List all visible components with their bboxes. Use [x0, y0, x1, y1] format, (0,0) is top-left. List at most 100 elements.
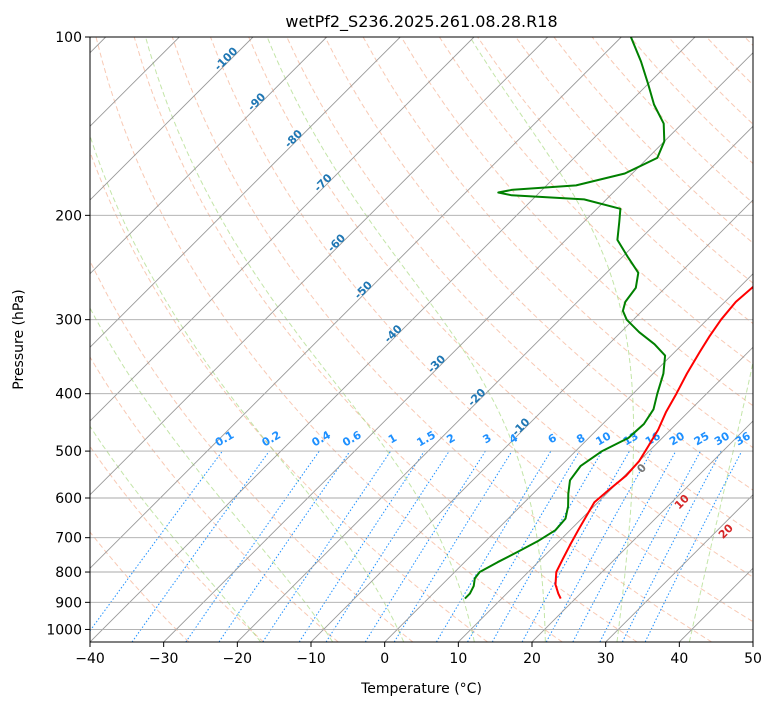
y-tick-label: 200 [55, 208, 82, 224]
isotherm-line [531, 420, 753, 642]
x-tick-label: 40 [670, 651, 688, 667]
temperature-profile [554, 285, 753, 600]
x-axis-label: Temperature (°C) [360, 681, 482, 697]
isotherm-line [605, 494, 753, 642]
background-lines [90, 37, 753, 642]
dry-adiabat [90, 356, 339, 642]
mixing-ratio-line [185, 450, 320, 642]
x-tick-label: 10 [449, 651, 467, 667]
mixing-ratio-label: 0.6 [340, 428, 364, 449]
moist-adiabat [688, 360, 753, 642]
isotherm-line [90, 37, 696, 642]
mixing-ratio-label: 2 [444, 431, 457, 446]
x-tick-label: −40 [75, 651, 105, 667]
dry-adiabat [248, 37, 753, 578]
y-tick-label: 800 [55, 565, 82, 581]
dry-adiabat [90, 150, 488, 642]
y-tick-label: 300 [55, 313, 82, 329]
dry-adiabat [744, 37, 753, 47]
mixing-ratio-label: 25 [692, 429, 712, 448]
isotherm-labels: -100-90-80-70-60-50-40-30-20-100.1 0.2 0.4… [212, 44, 775, 569]
dry-adiabat [324, 37, 753, 491]
mixing-ratio-label: 6 [546, 431, 559, 446]
y-tick-label: 1000 [46, 622, 82, 638]
dry-adiabat [171, 37, 712, 642]
isotherm-line [163, 52, 753, 642]
x-axis-ticks: −40 −30 −20 −10 0 10 20 30 40 50 [75, 642, 762, 667]
mixing-ratio-label: 1 [386, 431, 399, 446]
x-tick-label: 30 [597, 651, 615, 667]
y-axis-label: Pressure (hPa) [11, 289, 27, 389]
mixing-ratio-line [393, 450, 513, 642]
mixing-ratio-line [621, 450, 722, 642]
mixing-ratio-line [467, 450, 580, 642]
moist-adiabat-label: 20 [716, 521, 736, 541]
mixing-ratio-line [599, 450, 701, 642]
mixing-ratio-line [545, 450, 653, 642]
y-tick-label: 600 [55, 491, 82, 507]
mixing-ratio-line [298, 450, 425, 642]
moist-adiabat-label: 30 [761, 549, 775, 569]
dry-adiabat [90, 445, 264, 642]
chart-title: wetPf2_S236.2025.261.08.28.R18 [285, 12, 557, 32]
isotherm-label: -40 [382, 322, 405, 345]
isotherm-label: -20 [465, 386, 488, 409]
isotherm-line [752, 641, 753, 642]
dry-adiabat [400, 37, 753, 407]
mixing-ratio-line [131, 450, 270, 642]
y-tick-label: 100 [55, 30, 82, 46]
isotherm-label: -50 [352, 278, 375, 301]
mixing-ratio-label: 13 [621, 429, 641, 448]
mixing-ratio-label: 30 [712, 429, 732, 448]
dry-adiabat [90, 531, 190, 642]
dewpoint-profile [464, 37, 667, 600]
isotherm-label: -90 [245, 90, 268, 113]
mixing-ratio-line [644, 450, 743, 642]
x-tick-label: 50 [744, 651, 762, 667]
isotherm-line [678, 567, 753, 642]
mixing-ratio-line [325, 450, 450, 642]
moist-adiabat [469, 37, 635, 642]
isotherm-line [90, 37, 401, 348]
isotherm-label: -80 [282, 127, 305, 150]
isotherm-line [310, 199, 753, 642]
dry-adiabat [133, 37, 638, 642]
moist-adiabat [266, 37, 546, 642]
dry-adiabat [90, 259, 414, 642]
plot-frame [89, 36, 754, 643]
x-tick-label: −20 [223, 651, 253, 667]
moist-adiabat-label: 10 [672, 492, 692, 512]
dry-adiabat [515, 37, 753, 284]
isotherm-line [457, 346, 753, 642]
isotherm-line [90, 37, 622, 569]
y-tick-label: 700 [55, 531, 82, 547]
mixing-ratio-line [521, 450, 630, 642]
grid [90, 37, 753, 642]
dry-adiabat [210, 37, 753, 623]
dry-adiabat [362, 37, 753, 449]
mixing-ratio-line [572, 450, 677, 642]
isotherm-label: -60 [325, 231, 348, 254]
isotherm-line [90, 37, 328, 275]
isotherm-line [384, 273, 753, 642]
isotherm-label: -30 [425, 352, 448, 375]
mixing-ratio-line [90, 450, 223, 632]
moist-adiabat [145, 37, 475, 642]
y-axis-ticks: 100 200 300 400 500 600 700 800 900 1000 [46, 30, 90, 638]
x-tick-label: −30 [149, 651, 179, 667]
mixing-ratio-label: 0.2 [260, 428, 283, 449]
isotherm-label: -100 [212, 44, 241, 73]
y-tick-label: 900 [55, 595, 82, 611]
profiles [464, 37, 753, 600]
x-tick-label: 0 [380, 651, 389, 667]
mixing-ratio-label: 20 [667, 429, 687, 448]
x-tick-label: 20 [523, 651, 541, 667]
dry-adiabat [95, 37, 563, 642]
isotherm-label: -70 [312, 171, 335, 194]
mixing-ratio-label: 3 [480, 431, 493, 446]
x-tick-label: −10 [296, 651, 326, 667]
mixing-ratio-label: 10 [594, 429, 614, 448]
y-tick-label: 500 [55, 444, 82, 460]
isotherm-line [90, 37, 254, 201]
